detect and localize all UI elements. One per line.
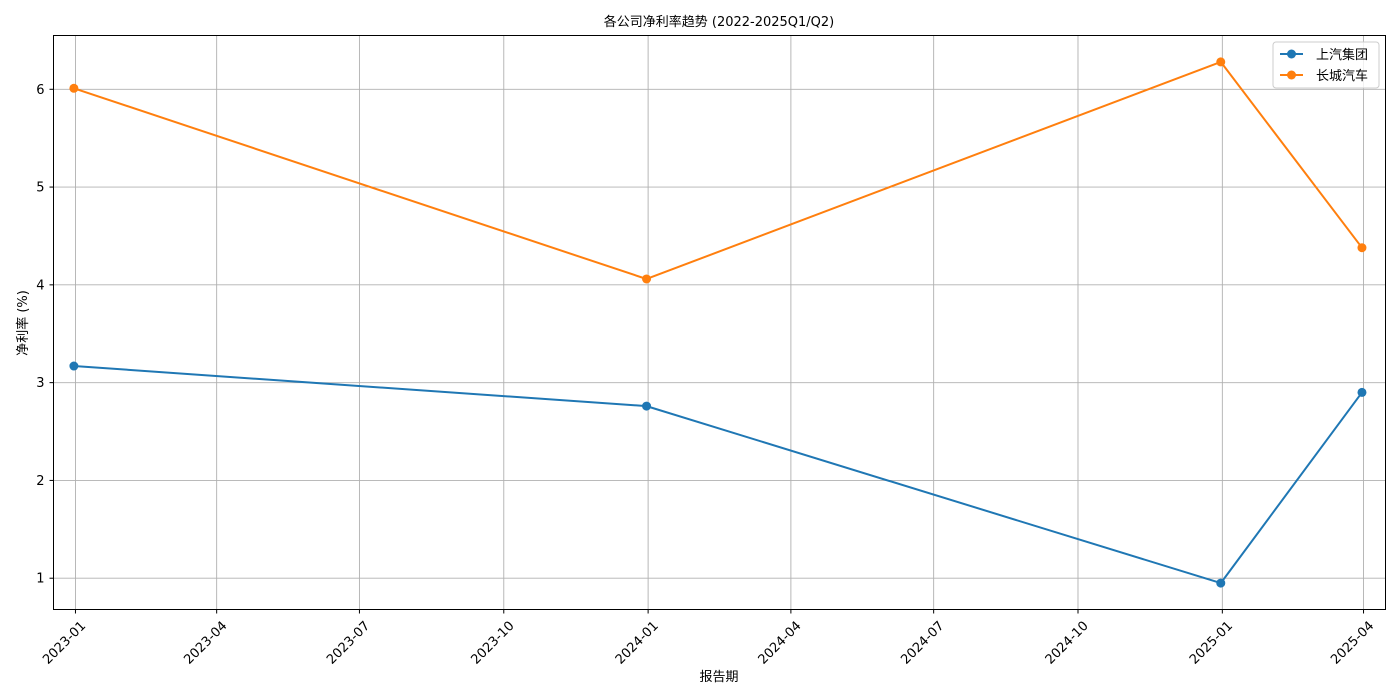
x-tick-label: 2024-04 [756, 619, 805, 668]
y-tick-label: 5 [36, 181, 44, 196]
data-point [1216, 57, 1226, 67]
series-group [69, 57, 1367, 588]
y-axis: 1 2 3 4 5 6 [36, 83, 54, 587]
x-tick-label: 2025-04 [1328, 619, 1377, 668]
x-tick-label: 2024-01 [613, 619, 662, 668]
y-tick-label: 4 [36, 278, 44, 293]
y-tick-label: 6 [36, 83, 44, 98]
x-tick-label: 2024-10 [1043, 619, 1092, 668]
series-line-0 [73, 365, 1363, 585]
x-tick-label: 2024-07 [898, 619, 947, 668]
data-point [642, 274, 652, 284]
x-tick-label: 2025-01 [1187, 619, 1236, 668]
y-tick-label: 1 [36, 572, 44, 587]
data-point [642, 401, 652, 411]
x-tick-label: 2023-04 [181, 619, 230, 668]
chart-title: 各公司净利率趋势 (2022-2025Q1/Q2) [604, 14, 835, 30]
legend: 上汽集团 长城汽车 [1272, 41, 1380, 89]
legend-marker-greatwall [1287, 70, 1296, 80]
x-axis-label: 报告期 [699, 670, 738, 685]
data-point [1357, 387, 1367, 397]
legend-label-shanghai: 上汽集团 [1316, 47, 1368, 63]
x-tick-label: 2023-07 [324, 619, 373, 668]
y-tick-label: 2 [36, 474, 44, 489]
y-axis-label: 净利率 (%) [15, 290, 31, 356]
grid-lines [53, 35, 1386, 610]
x-tick-label: 2023-01 [40, 619, 89, 668]
legend-marker-shanghai [1287, 49, 1296, 59]
data-point [1357, 243, 1367, 253]
x-tick-label: 2023-10 [468, 619, 517, 668]
data-point [69, 83, 79, 93]
data-point [69, 361, 79, 371]
plot-frame [53, 35, 1386, 610]
x-axis: 2023-01 2023-04 2023-07 2023-10 2024-01 2024-… [40, 609, 1377, 668]
legend-label-greatwall: 长城汽车 [1316, 68, 1368, 84]
series-line-1 [73, 60, 1363, 280]
y-tick-label: 3 [36, 376, 44, 391]
data-point [1216, 578, 1226, 588]
